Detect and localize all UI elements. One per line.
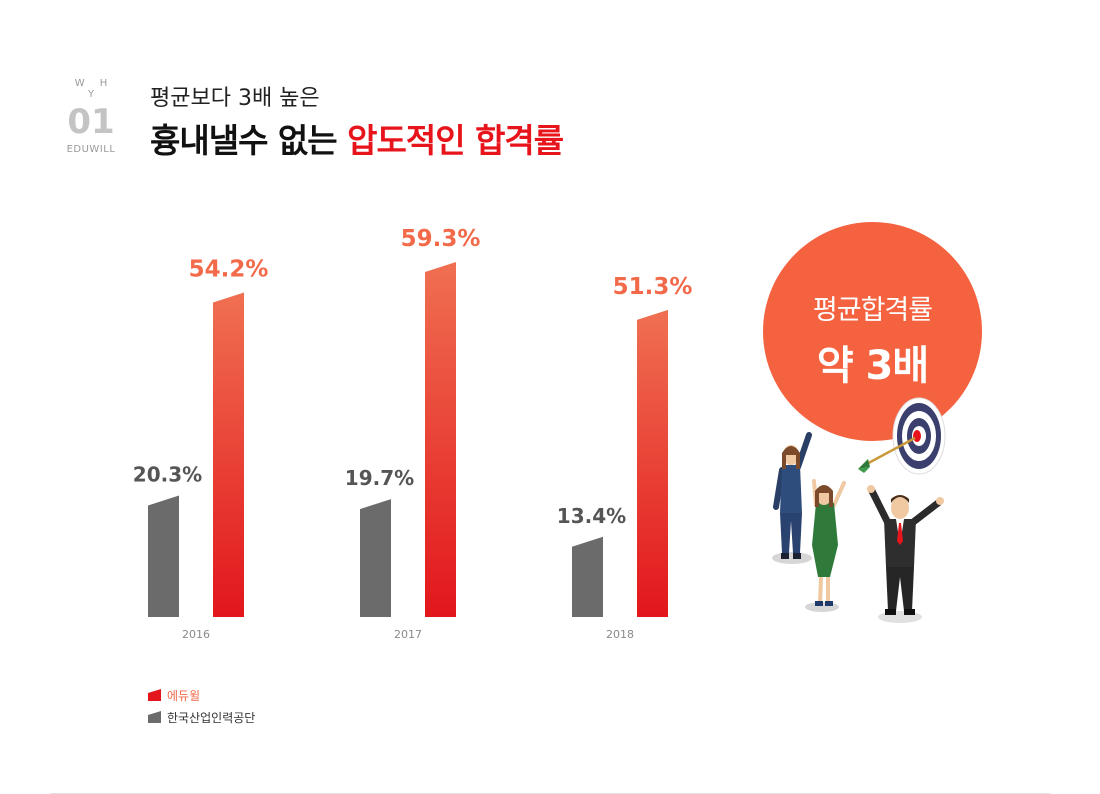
badge-line2: 약 3배 (816, 343, 929, 389)
legend-item-average: 한국산업인력공단 (148, 706, 255, 728)
celebration-illustration (772, 397, 946, 623)
headline-highlight: 압도적인 합격률 (347, 121, 564, 160)
page-title: 흉내낼수 없는 압도적인 합격률 (150, 114, 564, 162)
x-tick-label-2017: 2017 (394, 628, 422, 641)
average-rate-badge: 평균합격률 약 3배 (763, 222, 982, 441)
legend-label-eduwill: 에듀윌 (167, 688, 201, 703)
eduwill-value-label-2016: 54.2% (189, 257, 269, 283)
average-value-label-2017: 19.7% (345, 466, 414, 490)
legend-swatch-average (148, 711, 161, 723)
eduwill-value-label-2018: 51.3% (613, 274, 693, 300)
average-value-label-2018: 13.4% (557, 504, 626, 528)
why-label: W H Y (74, 78, 114, 100)
target-icon (892, 397, 946, 475)
pass-rate-bar-chart: 20.3% 54.2% 2016 19.7% 59.3% 2017 13.4% 51.3% 20… (133, 226, 693, 641)
section-marker: W H Y 01 EDUWILL (60, 78, 122, 155)
eduwill-value-label-2017: 59.3% (401, 226, 481, 252)
headline-plain: 흉내낼수 없는 (150, 121, 348, 160)
average-bar-2018 (572, 536, 603, 617)
arrow-icon (858, 436, 916, 473)
woman-blue-suit-figure (773, 432, 812, 559)
legend-swatch-eduwill (148, 689, 161, 701)
average-value-label-2016: 20.3% (133, 462, 202, 486)
average-bar-2017 (360, 499, 391, 617)
man-dark-suit-figure (867, 485, 944, 615)
badge-line1: 평균합격률 (812, 295, 933, 326)
page-subtitle: 평균보다 3배 높은 (150, 86, 320, 111)
eduwill-bar-2017 (425, 262, 456, 617)
brand-label: EDUWILL (66, 144, 116, 155)
legend-item-eduwill: 에듀윌 (148, 684, 255, 706)
section-number: 01 (67, 102, 115, 142)
eduwill-bar-2018 (637, 309, 668, 617)
x-tick-label-2018: 2018 (606, 628, 634, 641)
eduwill-bar-2016 (213, 292, 244, 617)
woman-green-dress-figure (812, 479, 846, 606)
chart-marks: 20.3% 54.2% 2016 19.7% 59.3% 2017 13.4% 51.3% 20… (133, 226, 693, 641)
average-bar-2016 (148, 495, 179, 617)
legend-label-average: 한국산업인력공단 (167, 710, 256, 725)
chart-legend: 에듀윌 한국산업인력공단 (148, 684, 255, 728)
x-tick-label-2016: 2016 (182, 628, 210, 641)
